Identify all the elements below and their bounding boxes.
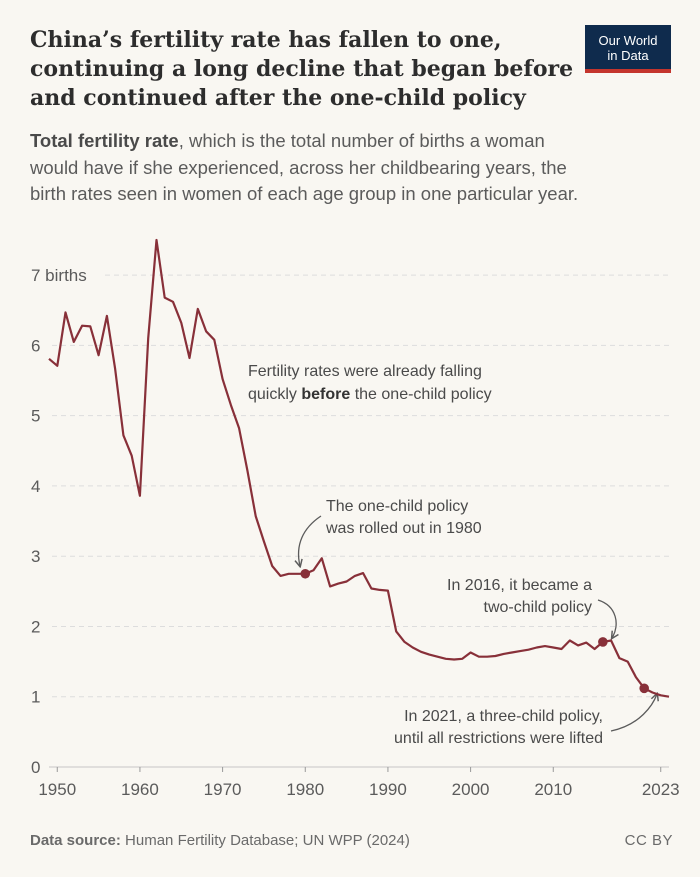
- gridlines: [49, 274, 669, 768]
- annotation-1980-line-2: was rolled out in 1980: [325, 520, 482, 537]
- series-line-china[interactable]: [48, 238, 670, 698]
- y-tick-label: 3: [31, 547, 40, 566]
- annotation-arrow-1980: [299, 515, 322, 566]
- chart-title: China’s fertility rate has fallen to one…: [30, 26, 574, 113]
- annotation-arrow-2021: [610, 694, 657, 732]
- title-line-1: China’s fertility rate has fallen to one…: [30, 27, 502, 53]
- chart-subtitle: Total fertility rate, which is the total…: [30, 128, 680, 208]
- annotation-pre-policy-line-2: quickly before the one-child policy: [248, 386, 492, 403]
- y-tick-label: 0: [31, 758, 40, 777]
- x-tick-label: 1950: [38, 780, 76, 799]
- annotation-pre-policy-part-1: quickly: [248, 386, 301, 403]
- x-tick-label: 2023: [642, 780, 680, 799]
- x-tick-label: 1990: [369, 780, 407, 799]
- logo-line-1: Our World: [598, 33, 658, 48]
- subtitle-line-2: would have if she experienced, across he…: [30, 156, 567, 178]
- annotation-1980-line-1: The one-child policy: [326, 498, 468, 515]
- annotation-arrow-2016: [597, 599, 616, 638]
- annotation-pre-policy-emphasis: before: [301, 386, 350, 403]
- annotation-2021-line-2: until all restrictions were lifted: [394, 730, 603, 747]
- subtitle-line-1-rest: , which is the total number of births a …: [178, 130, 545, 151]
- x-tick-label: 1970: [204, 780, 242, 799]
- logo-line-2: in Data: [607, 48, 649, 63]
- y-tick-label: 6: [31, 336, 40, 355]
- y-tick-label: 5: [31, 407, 40, 426]
- y-tick-label: 1: [31, 688, 40, 707]
- footer-source: Data source: Human Fertility Database; U…: [30, 832, 410, 849]
- x-axis: 1950 1960 1970 1980 1990 2000 2010 2023: [38, 767, 680, 799]
- annotation-2016-line-1: In 2016, it became a: [447, 577, 592, 594]
- x-tick-label: 2000: [452, 780, 490, 799]
- subtitle-lead: Total fertility rate: [30, 130, 179, 151]
- title-line-2: continuing a long decline that began bef…: [30, 56, 574, 82]
- highlight-point-2016: [598, 637, 608, 647]
- logo-accent-bar: [585, 69, 671, 73]
- highlight-point-2021: [639, 683, 649, 694]
- highlight-point-1980: [300, 568, 311, 579]
- y-axis: 0 1 2 3 4 5 6 7 births: [31, 266, 87, 777]
- license-link[interactable]: CC BY: [624, 832, 673, 849]
- subtitle-line-3: birth rates seen in women of each age gr…: [30, 183, 579, 204]
- annotation-pre-policy-line-1: Fertility rates were already falling: [248, 363, 482, 380]
- annotation-2016-line-2: two-child policy: [484, 599, 592, 616]
- annotation-2021-line-1: In 2021, a three-child policy,: [404, 708, 603, 725]
- y-tick-label: 2: [31, 617, 40, 636]
- subtitle-line-1: Total fertility rate, which is the total…: [30, 128, 680, 155]
- highlight-points: [300, 568, 649, 694]
- title-line-3: and continued after the one-child policy: [30, 85, 526, 111]
- x-tick-label: 1980: [286, 780, 324, 799]
- y-tick-label: 4: [31, 477, 40, 496]
- y-tick-label: 7 births: [31, 266, 87, 285]
- source-text: Human Fertility Database; UN WPP (2024): [120, 832, 410, 849]
- source-label: Data source:: [30, 832, 121, 849]
- x-tick-label: 2010: [534, 780, 572, 799]
- owid-logo[interactable]: Our World in Data: [585, 25, 671, 73]
- x-tick-label: 1960: [121, 780, 159, 799]
- annotation-pre-policy-part-3: the one-child policy: [350, 386, 491, 403]
